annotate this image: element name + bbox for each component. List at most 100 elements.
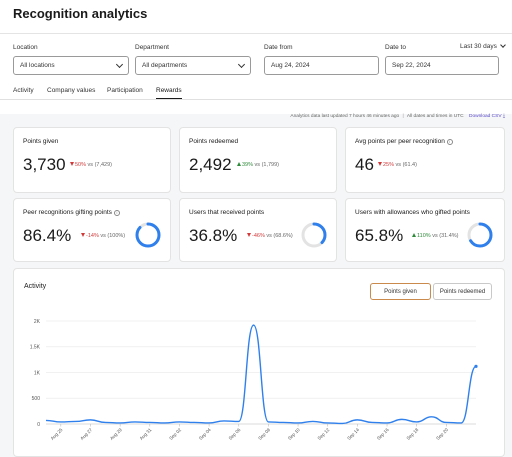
card-title: Users with allowances who gifted points <box>355 209 470 216</box>
x-tick-label: Aug 25 <box>50 427 64 441</box>
date-from-input[interactable]: Aug 24, 2024 <box>264 56 379 75</box>
x-tick-label: Sep 04 <box>198 427 212 441</box>
card-delta: 110% vs (31.4%) <box>412 233 459 239</box>
chevron-down-icon <box>115 60 124 68</box>
card-title-row: Peer recognitions gifting points i <box>23 209 120 216</box>
x-tick-label: Sep 14 <box>346 427 360 441</box>
delta-vs: vs (1,799) <box>254 162 280 168</box>
date-to-input[interactable]: Sep 22, 2024 <box>385 56 499 75</box>
date-range-select[interactable]: Last 30 days <box>460 42 506 50</box>
card-delta: 39% vs (1,799) <box>237 162 279 168</box>
tab-participation[interactable]: Participation <box>107 87 143 94</box>
download-csv-label: Download CSV <box>469 114 502 119</box>
card-value: 3,730 <box>23 155 66 174</box>
location-select[interactable]: All locations <box>13 56 129 75</box>
progress-ring <box>301 222 327 248</box>
meta-separator: | <box>402 114 404 119</box>
download-csv-link[interactable]: Download CSV ⤓ <box>469 114 505 119</box>
trend-up-icon <box>237 162 241 166</box>
x-tick-label: Sep 10 <box>287 427 301 441</box>
activity-line-chart: 0 500 1K 1.5K 2K Aug 25 Aug 27 Aug 29 Aug 31 Sep … <box>30 319 478 441</box>
tab-activity[interactable]: Activity <box>13 87 34 94</box>
card-delta: 50% vs (7,429) <box>70 162 112 168</box>
date-to-label: Date to <box>385 44 406 51</box>
card-value: 46 <box>355 155 374 174</box>
filter-bar: Location All locations Department All de… <box>0 34 512 114</box>
card-title: Users that received points <box>189 209 265 216</box>
y-tick-label: 1K <box>34 370 41 376</box>
delta-vs: vs (68.6%) <box>266 233 293 239</box>
delta-change: -46% <box>252 233 265 239</box>
trend-down-icon <box>247 233 251 237</box>
card-delta: -46% vs (68.6%) <box>247 233 293 239</box>
last-updated-text: Analytics data last updated 7 hours 46 m… <box>290 114 400 119</box>
card-title: Points redeemed <box>189 138 239 145</box>
x-tick-label: Sep 08 <box>257 427 271 441</box>
x-tick-label: Sep 18 <box>406 427 420 441</box>
tab-company-values[interactable]: Company values <box>47 87 96 94</box>
download-icon: ⤓ <box>502 114 505 119</box>
card-users-allowances-gifted: Users with allowances who gifted points … <box>345 198 505 262</box>
progress-ring <box>467 222 493 248</box>
ring-fill <box>135 222 161 248</box>
card-value: 65.8% <box>355 226 404 245</box>
card-delta: 25% vs (61.4) <box>378 162 417 168</box>
x-tick-label: Sep 12 <box>317 427 331 441</box>
date-from-value: Aug 24, 2024 <box>271 62 310 69</box>
delta-vs: vs (100%) <box>100 233 126 239</box>
points-given-toggle[interactable]: Points given <box>370 283 431 300</box>
card-users-received-points: Users that received points 36.8% -46% vs… <box>179 198 337 262</box>
card-avg-points: Avg points per peer recognition i 46 25% … <box>345 127 505 193</box>
department-label: Department <box>135 44 169 51</box>
chevron-down-icon <box>500 42 506 48</box>
card-points-given: Points given 3,730 50% vs (7,429) <box>13 127 171 193</box>
trend-down-icon <box>378 162 382 166</box>
page-header: Recognition analytics <box>0 0 512 34</box>
location-value: All locations <box>20 62 55 69</box>
info-icon[interactable]: i <box>446 138 453 145</box>
department-select[interactable]: All departments <box>135 56 251 75</box>
location-label: Location <box>13 44 38 51</box>
x-tick-label: Aug 31 <box>139 427 153 441</box>
delta-change: 50% <box>75 162 87 168</box>
trend-down-icon <box>81 233 85 237</box>
points-redeemed-toggle[interactable]: Points redeemed <box>433 283 492 300</box>
card-title: Points given <box>23 138 59 145</box>
delta-change: -14% <box>86 233 99 239</box>
delta-vs: vs (61.4) <box>395 162 417 168</box>
x-tick-label: Sep 06 <box>228 427 242 441</box>
department-value: All departments <box>142 62 188 69</box>
delta-change: 25% <box>383 162 395 168</box>
date-range-value: Last 30 days <box>460 43 497 50</box>
delta-change: 110% <box>417 233 431 239</box>
y-tick-label: 500 <box>32 396 41 402</box>
activity-chart-card: Activity Points given Points redeemed 0 5… <box>13 268 505 457</box>
info-icon[interactable]: i <box>113 209 120 216</box>
chart-title: Activity <box>24 283 47 290</box>
x-tick-label: Sep 02 <box>168 427 182 441</box>
card-peer-recognitions-gifting: Peer recognitions gifting points i 86.4% … <box>13 198 171 262</box>
card-value: 86.4% <box>23 226 72 245</box>
card-value: 2,492 <box>189 155 232 174</box>
data-point <box>474 364 478 368</box>
x-tick-label: Aug 29 <box>109 427 123 441</box>
card-points-redeemed: Points redeemed 2,492 39% vs (1,799) <box>179 127 337 193</box>
trend-up-icon <box>412 233 416 237</box>
ring-fill <box>301 222 327 248</box>
delta-vs: vs (31.4%) <box>432 233 459 239</box>
delta-change: 39% <box>242 162 254 168</box>
card-title-row: Avg points per peer recognition i <box>355 138 453 145</box>
y-tick-label: 0 <box>37 422 40 428</box>
card-value: 36.8% <box>189 226 238 245</box>
y-tick-label: 1.5K <box>30 345 41 351</box>
tab-bar: Activity Company values Participation Re… <box>0 84 512 100</box>
ring-fill <box>467 222 493 248</box>
trend-down-icon <box>70 162 74 166</box>
progress-ring <box>135 222 161 248</box>
x-tick-label: Aug 27 <box>79 427 93 441</box>
delta-vs: vs (7,429) <box>87 162 113 168</box>
date-from-label: Date from <box>264 44 293 51</box>
timezone-note: All dates and times in UTC <box>406 114 464 119</box>
tab-rewards[interactable]: Rewards <box>156 87 182 99</box>
y-tick-label: 2K <box>34 319 41 325</box>
